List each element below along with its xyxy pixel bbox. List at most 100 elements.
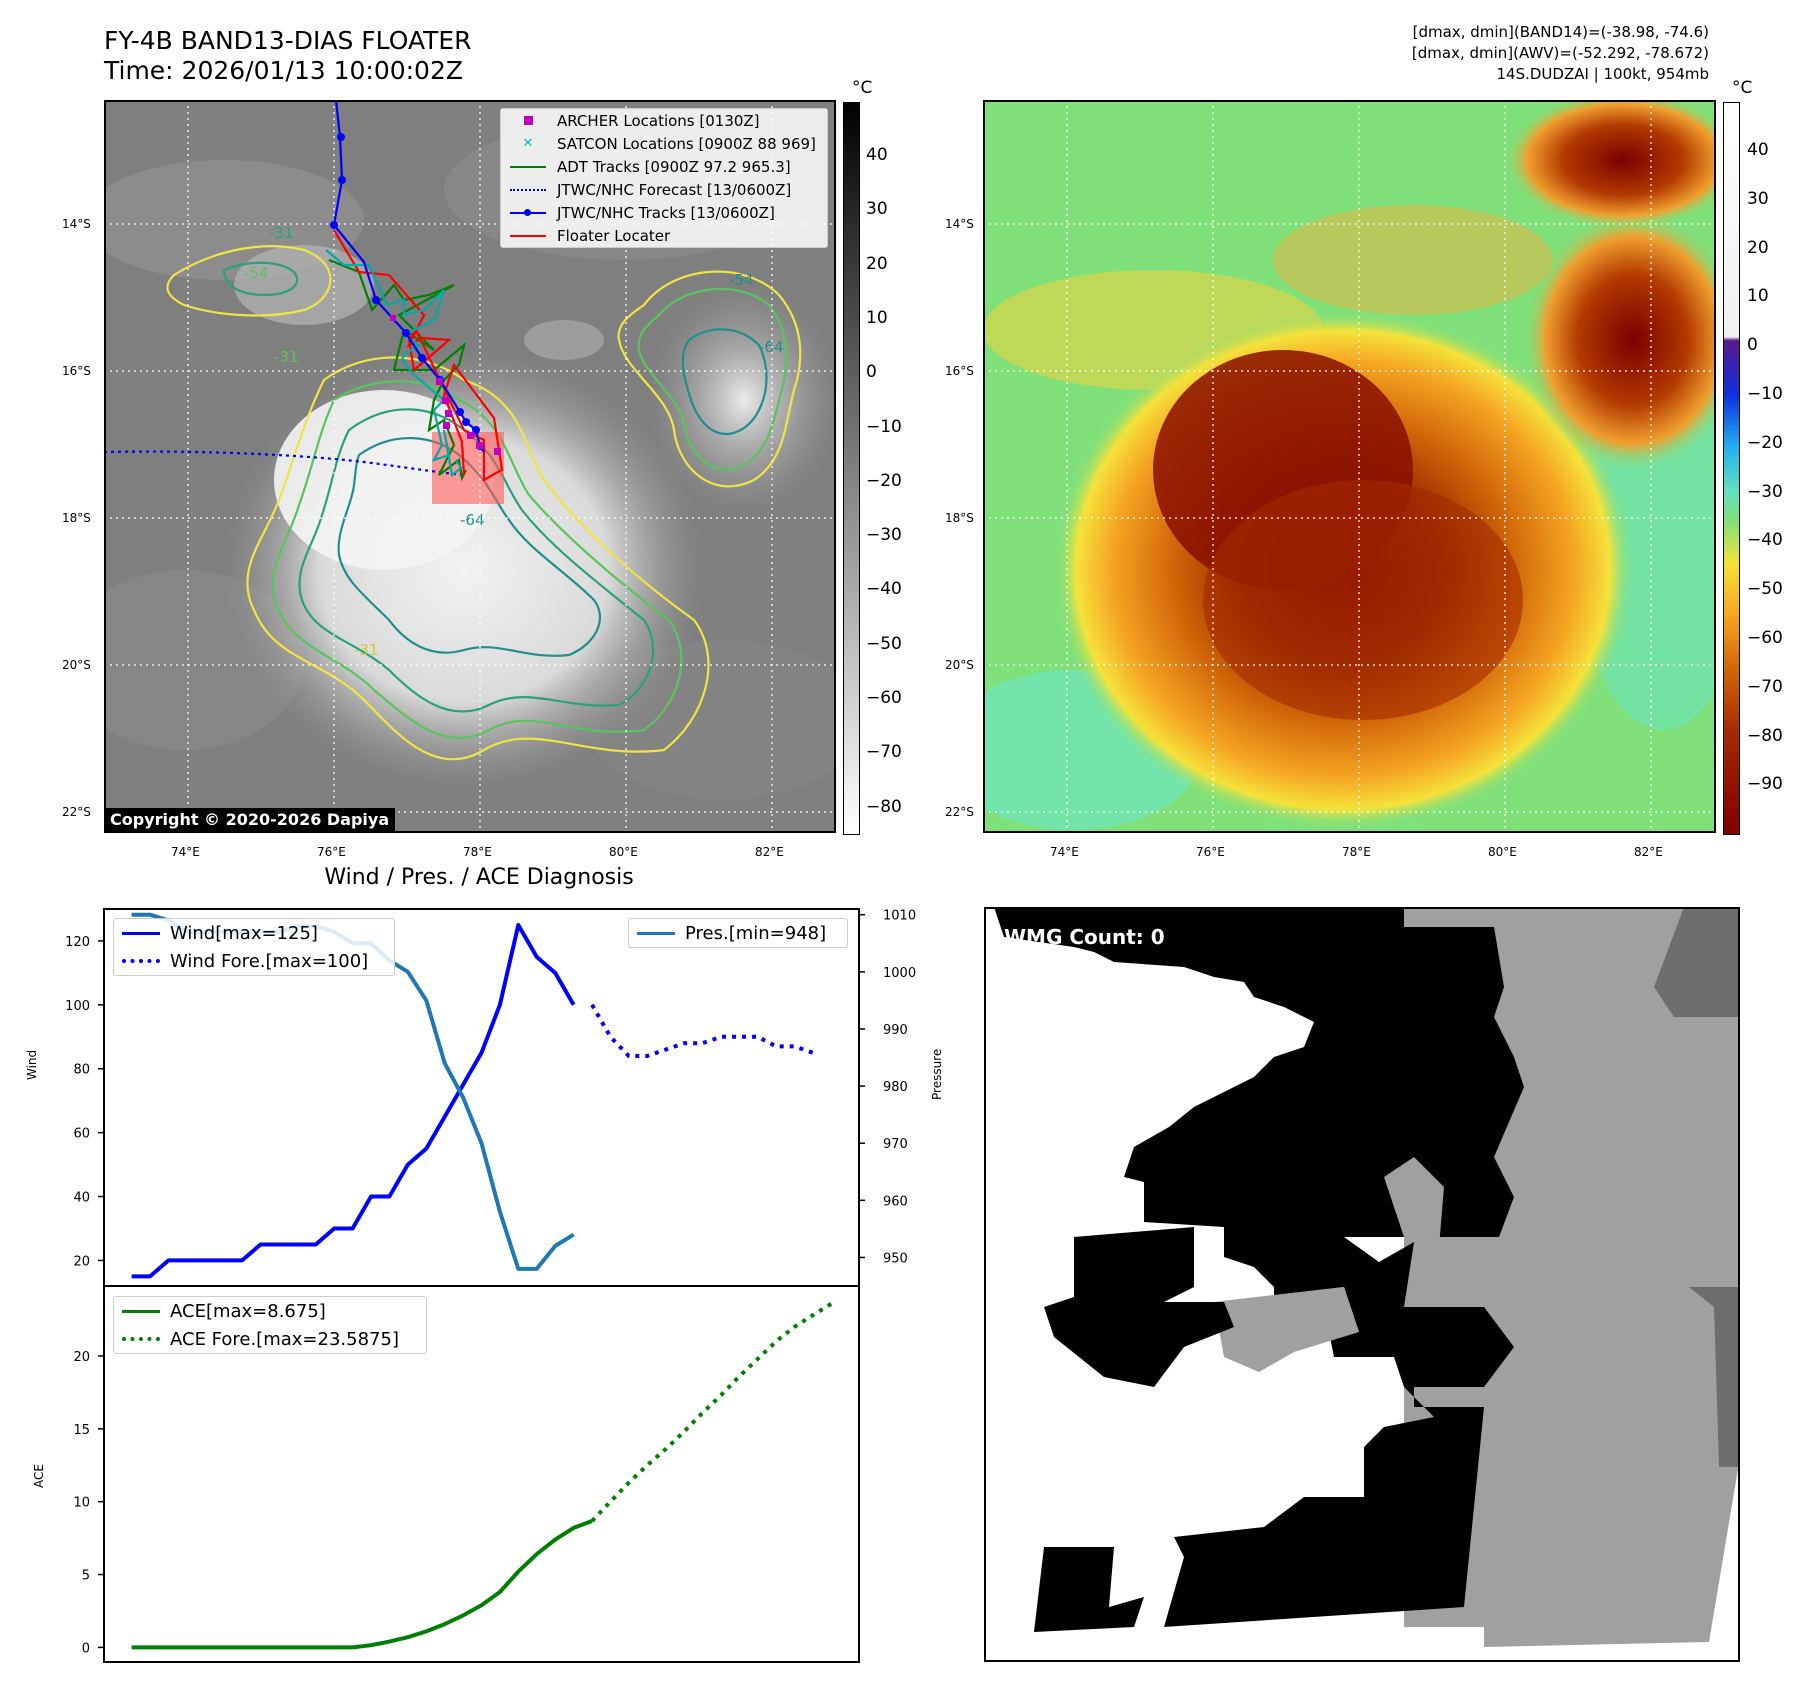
y-tick-label: 20 [73, 1254, 90, 1269]
jtwc-forecast-track [104, 450, 465, 477]
ace-series-line-0 [131, 1519, 593, 1650]
y-tick-label: 100 [65, 999, 90, 1014]
legend-item-jtwc-tracks: JTWC/NHC Tracks [13/0600Z] [501, 201, 827, 224]
legend-item-satcon: ✕ SATCON Locations [0900Z 88 969] [501, 132, 827, 155]
contour-label: -31 [269, 224, 294, 242]
colorbar-tick-label: −30 [1747, 481, 1783, 502]
series-line-0 [131, 923, 576, 1279]
wmg-black-region [994, 907, 1524, 1627]
figure-timestamp: Time: 2026/01/13 10:00:02Z [104, 56, 463, 85]
ace-series-line-1 [590, 1301, 833, 1523]
colorbar-tick-label: 30 [866, 199, 888, 220]
colorbar-tick-label: −80 [866, 796, 902, 817]
ir-color-map [983, 100, 1716, 833]
y2-tick-label: 1010 [883, 909, 916, 924]
y2-tick-label: 990 [883, 1023, 908, 1038]
colorbar-tick-label: −70 [1747, 676, 1783, 697]
legend-label: ADT Tracks [0900Z 97.2 965.3] [557, 157, 791, 176]
colorbar-tick-label: −90 [1747, 774, 1783, 795]
series-line-1 [590, 1003, 814, 1058]
archer-marker-icon [523, 116, 533, 125]
ace-chart: 0 5 10 15 20 [73, 1285, 860, 1663]
legend-item-wind-forecast: Wind Fore.[max=100] [114, 947, 394, 975]
lon-tick: 76°E [1196, 845, 1225, 859]
lat-tick: 14°S [945, 217, 974, 231]
colorbar-tick-label: 30 [1747, 188, 1769, 209]
y-tick-label: 15 [73, 1423, 90, 1438]
lat-tick: 18°S [945, 511, 974, 525]
lat-tick: 22°S [945, 805, 974, 819]
map-legend: ARCHER Locations [0130Z] ✕ SATCON Locati… [500, 108, 828, 248]
colorbar-tick-label: 20 [866, 253, 888, 274]
wmg-count-label: WMG Count: 0 [1004, 925, 1165, 949]
ace-legend: ACE[max=8.675] ACE Fore.[max=23.5875] [113, 1296, 427, 1354]
colorbar-tick-label: −20 [1747, 432, 1783, 453]
colorbar-tick-label: 10 [1747, 286, 1769, 307]
lon-tick: 76°E [317, 845, 346, 859]
lat-tick: 16°S [62, 364, 91, 378]
lat-tick: 20°S [945, 658, 974, 672]
wmg-panel [984, 907, 1740, 1662]
lat-tick: 18°S [62, 511, 91, 525]
legend-item-pressure: Pres.[min=948] [629, 919, 847, 947]
y-tick-label: 120 [65, 935, 90, 950]
colorbar-tick-label: 0 [1747, 335, 1758, 356]
plot-frame [103, 1285, 860, 1663]
info-awv: [dmax, dmin](AWV)=(-52.292, -78.672) [1411, 44, 1709, 62]
wmg-black-region-2 [1034, 1547, 1144, 1632]
colorbar-tick-label: 40 [1747, 140, 1769, 160]
left-map-frame [104, 100, 836, 833]
line-icon [637, 931, 675, 935]
legend-item-wind: Wind[max=125] [114, 919, 394, 947]
dotted-line-icon [510, 188, 546, 191]
legend-item-archer: ARCHER Locations [0130Z] [501, 109, 827, 132]
line-icon [510, 165, 546, 168]
x-marker-icon: ✕ [522, 136, 534, 151]
y2-tick-label: 1000 [883, 966, 916, 981]
diagnosis-title: Wind / Pres. / ACE Diagnosis [324, 865, 634, 890]
y-tick-label: 0 [82, 1641, 90, 1656]
y-tick-label: 80 [73, 1063, 90, 1078]
colorbar-tick-label: −10 [1747, 384, 1783, 404]
wind-axis-label: Wind [25, 1049, 39, 1080]
y-tick-label: 5 [82, 1569, 90, 1584]
colorbar-tick-label: 0 [866, 362, 877, 383]
colorbar-tick-label: −10 [866, 416, 902, 437]
legend-label: JTWC/NHC Forecast [13/0600Z] [557, 180, 792, 199]
legend-item-ace: ACE[max=8.675] [114, 1297, 426, 1325]
gray-colorbar [843, 102, 860, 835]
legend-label: SATCON Locations [0900Z 88 969] [557, 134, 816, 153]
lon-tick: 78°E [463, 845, 492, 859]
copyright-label: Copyright © 2020-2026 Dapiya [104, 808, 396, 831]
floater-box [432, 432, 504, 504]
colorbar-tick-label: −60 [1747, 628, 1783, 648]
y2-tick-label: 970 [883, 1137, 908, 1152]
lat-tick: 20°S [62, 658, 91, 672]
lon-tick: 80°E [609, 845, 638, 859]
legend-label: Floater Locater [557, 226, 671, 245]
colorbar-tick-label: −30 [866, 525, 902, 546]
lon-tick: 74°E [1050, 845, 1079, 859]
legend-label: JTWC/NHC Tracks [13/0600Z] [557, 203, 775, 222]
colorbar-tick-label: 20 [1747, 237, 1769, 258]
legend-label: ACE[max=8.675] [170, 1300, 326, 1322]
colorbar-tick-label: −50 [866, 633, 902, 654]
colorbar-tick-label: −70 [866, 742, 902, 763]
lat-tick: 14°S [62, 217, 91, 231]
y2-tick-label: 950 [883, 1251, 908, 1266]
line-icon [122, 931, 160, 935]
colorbar-unit: °C [1732, 78, 1753, 98]
lat-tick: 16°S [945, 364, 974, 378]
legend-label: ARCHER Locations [0130Z] [557, 111, 760, 130]
colorbar-tick-label: −60 [866, 688, 902, 708]
colorbar-tick-label: −40 [1747, 530, 1783, 551]
lon-tick: 80°E [1488, 845, 1517, 859]
y-tick-label: 20 [73, 1350, 90, 1365]
legend-item-floater: Floater Locater [501, 224, 827, 247]
contour-label: -64 [759, 338, 784, 356]
color-colorbar [1723, 102, 1740, 835]
colorbar-tick-label: 10 [866, 307, 888, 328]
dotted-line-icon [122, 959, 160, 963]
legend-item-jtwc-forecast: JTWC/NHC Forecast [13/0600Z] [501, 178, 827, 201]
line-icon [510, 234, 546, 237]
